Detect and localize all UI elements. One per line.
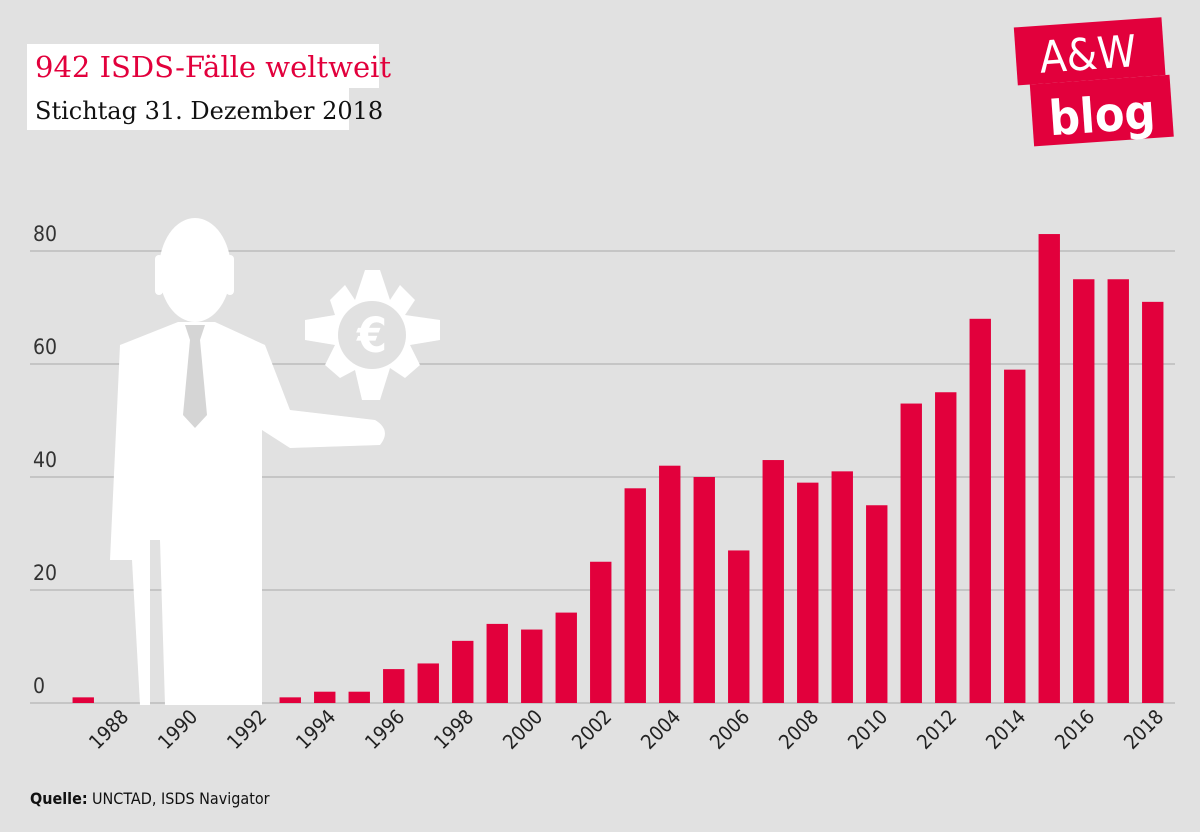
tie [183, 325, 207, 428]
source-label: Quelle: [30, 789, 88, 808]
bar [417, 663, 439, 703]
bar [1107, 279, 1129, 703]
bar [1038, 234, 1060, 704]
bar [72, 697, 94, 703]
bar [797, 482, 819, 703]
euro-icon: € [356, 308, 387, 364]
bar [693, 477, 715, 703]
source: UNCTAD, ISDS Navigator [92, 789, 270, 808]
bar [1004, 369, 1026, 703]
bar [383, 669, 405, 703]
y-tick-label: 80 [33, 222, 57, 246]
bar [624, 488, 646, 703]
bar [348, 691, 370, 703]
logo-top [1013, 17, 1166, 86]
bar [762, 460, 784, 703]
logo: A&W blog [1013, 17, 1174, 147]
logo-text: A&W [1038, 26, 1138, 84]
bar [866, 505, 888, 703]
subtitle-box [27, 88, 349, 130]
bar [728, 550, 750, 703]
bar [1073, 279, 1095, 703]
gear-hole [338, 301, 406, 369]
bar [590, 561, 612, 703]
bar [452, 640, 474, 703]
bar [659, 465, 681, 703]
bar [279, 697, 301, 703]
title-box [27, 44, 379, 88]
bar [900, 403, 922, 703]
logo-text: blog [1047, 84, 1157, 147]
y-tick-label: 20 [33, 561, 57, 585]
y-tick-label: 0 [33, 674, 45, 698]
bar [486, 623, 508, 703]
y-tick-label: 40 [33, 448, 57, 472]
bar [314, 691, 336, 703]
y-tick-label: 60 [33, 335, 57, 359]
chart-title: 942 ISDS-Fälle weltweit [35, 50, 391, 84]
bar [555, 612, 577, 703]
chart-subtitle: Stichtag 31. Dezember 2018 [35, 97, 383, 125]
bar [831, 471, 853, 703]
bar [1142, 301, 1164, 703]
bar [969, 318, 991, 703]
bar [935, 392, 957, 703]
businessman-figure [110, 218, 440, 705]
logo-bottom [1029, 74, 1174, 147]
bar [521, 629, 543, 703]
